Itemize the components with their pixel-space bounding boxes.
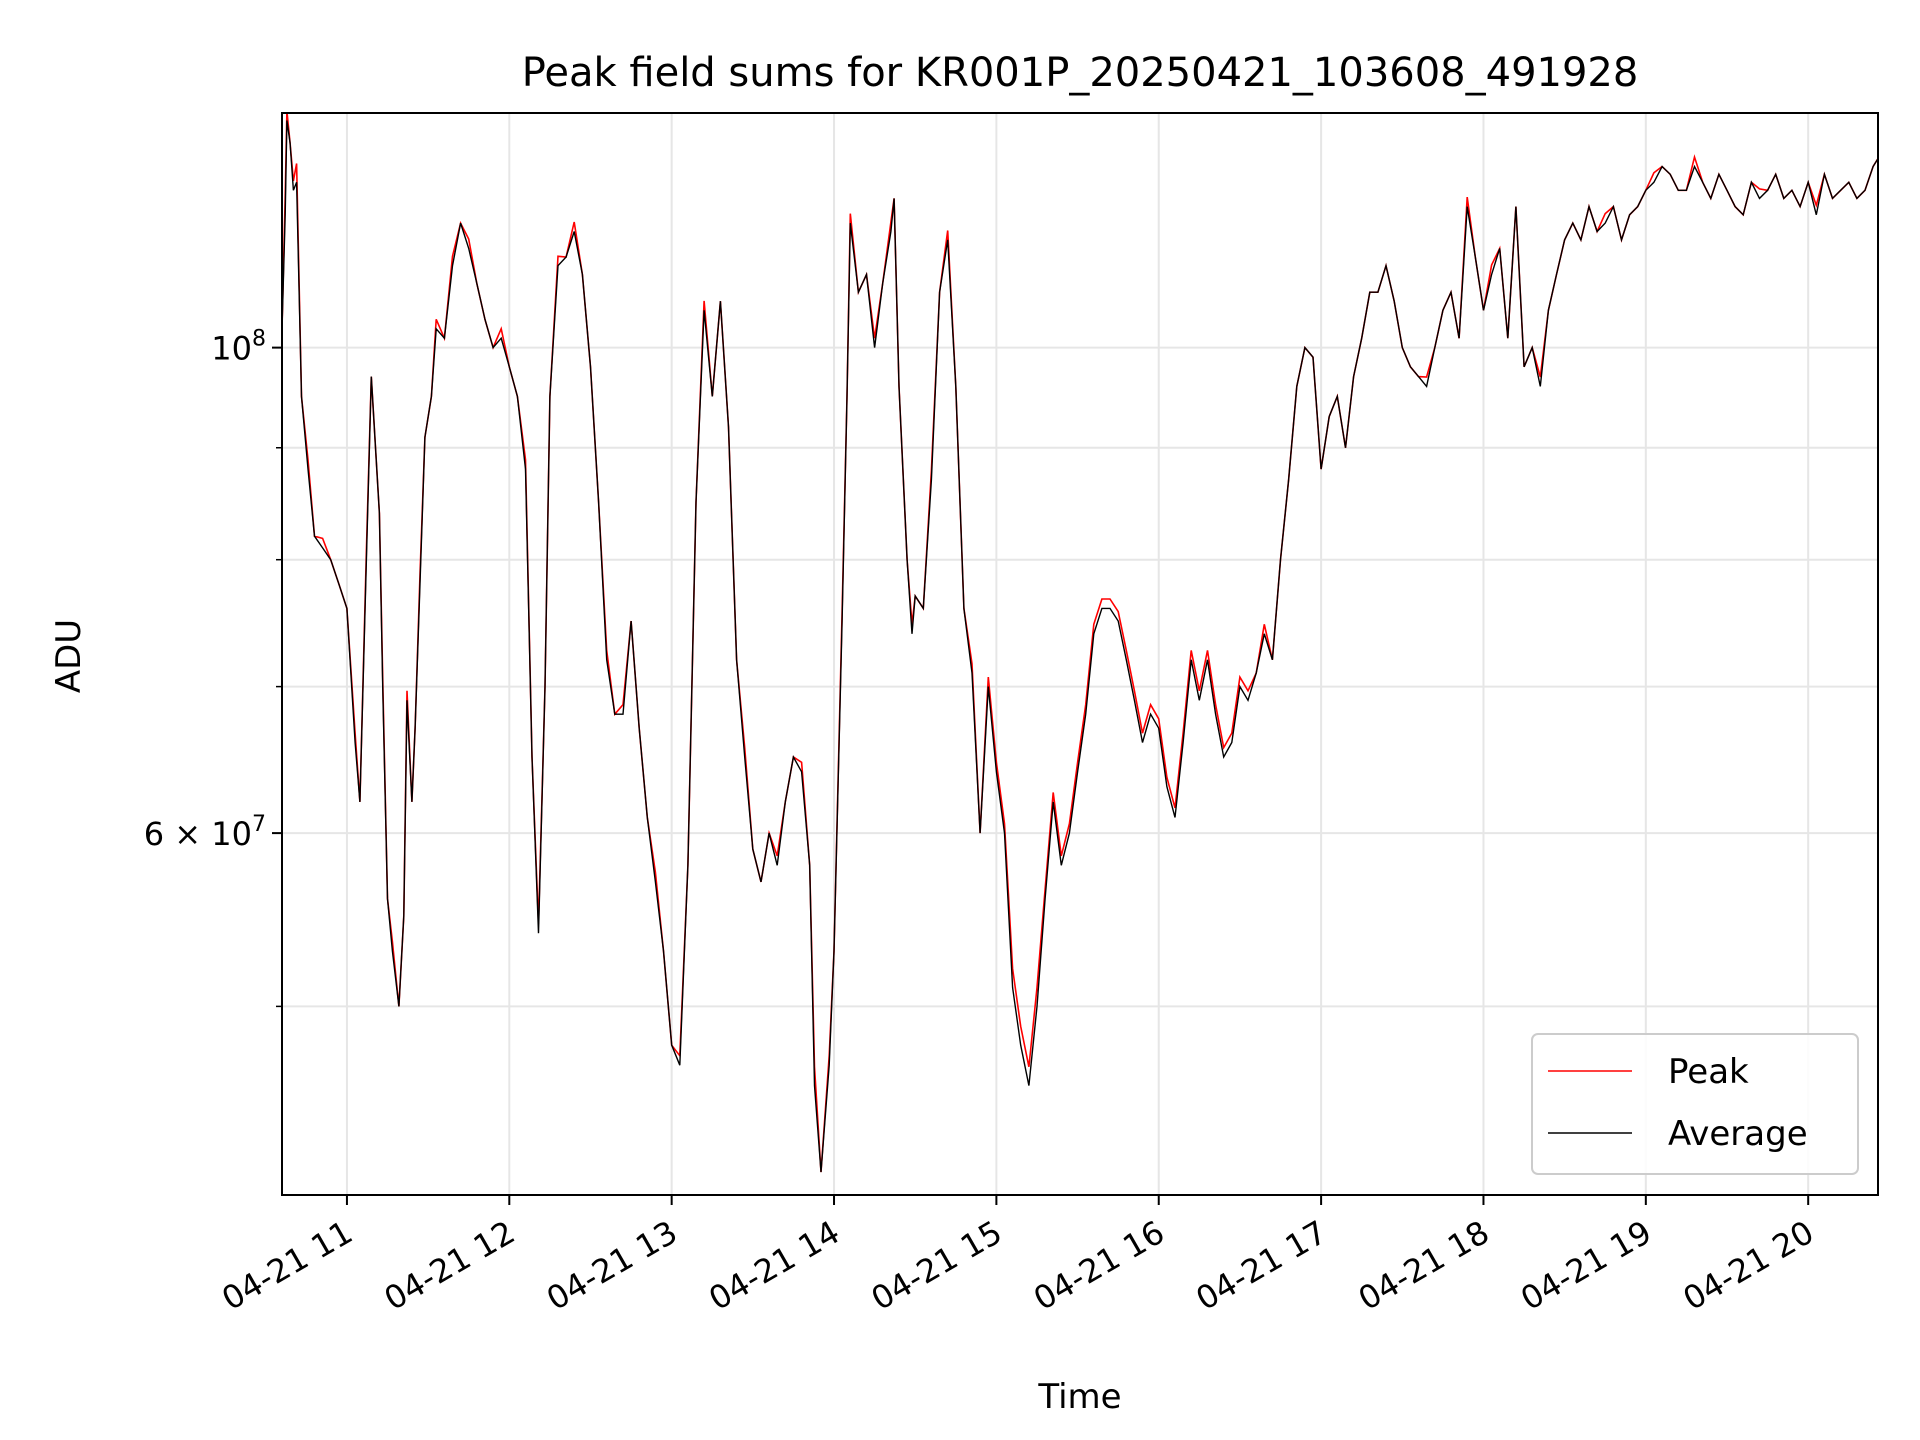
y-axis-label: ADU bbox=[49, 619, 89, 693]
y-axis-ticks: 108 6 × 107 bbox=[144, 327, 282, 1008]
y-tick-label: 108 bbox=[211, 327, 266, 368]
average-series-line bbox=[282, 120, 1878, 1173]
legend-peak-label: Peak bbox=[1668, 1052, 1749, 1092]
plot-series bbox=[282, 113, 1878, 1173]
axes-frame bbox=[281, 112, 1879, 1196]
gridlines bbox=[282, 113, 1878, 1195]
y-tick-label: 6 × 107 bbox=[144, 812, 266, 853]
x-axis-label: Time bbox=[1037, 1377, 1121, 1417]
legend-box bbox=[1531, 1033, 1859, 1175]
chart-title: Peak field sums for KR001P_20250421_1036… bbox=[522, 50, 1639, 96]
legend-average-label: Average bbox=[1668, 1114, 1808, 1154]
legend: Peak Average bbox=[1531, 1033, 1859, 1175]
